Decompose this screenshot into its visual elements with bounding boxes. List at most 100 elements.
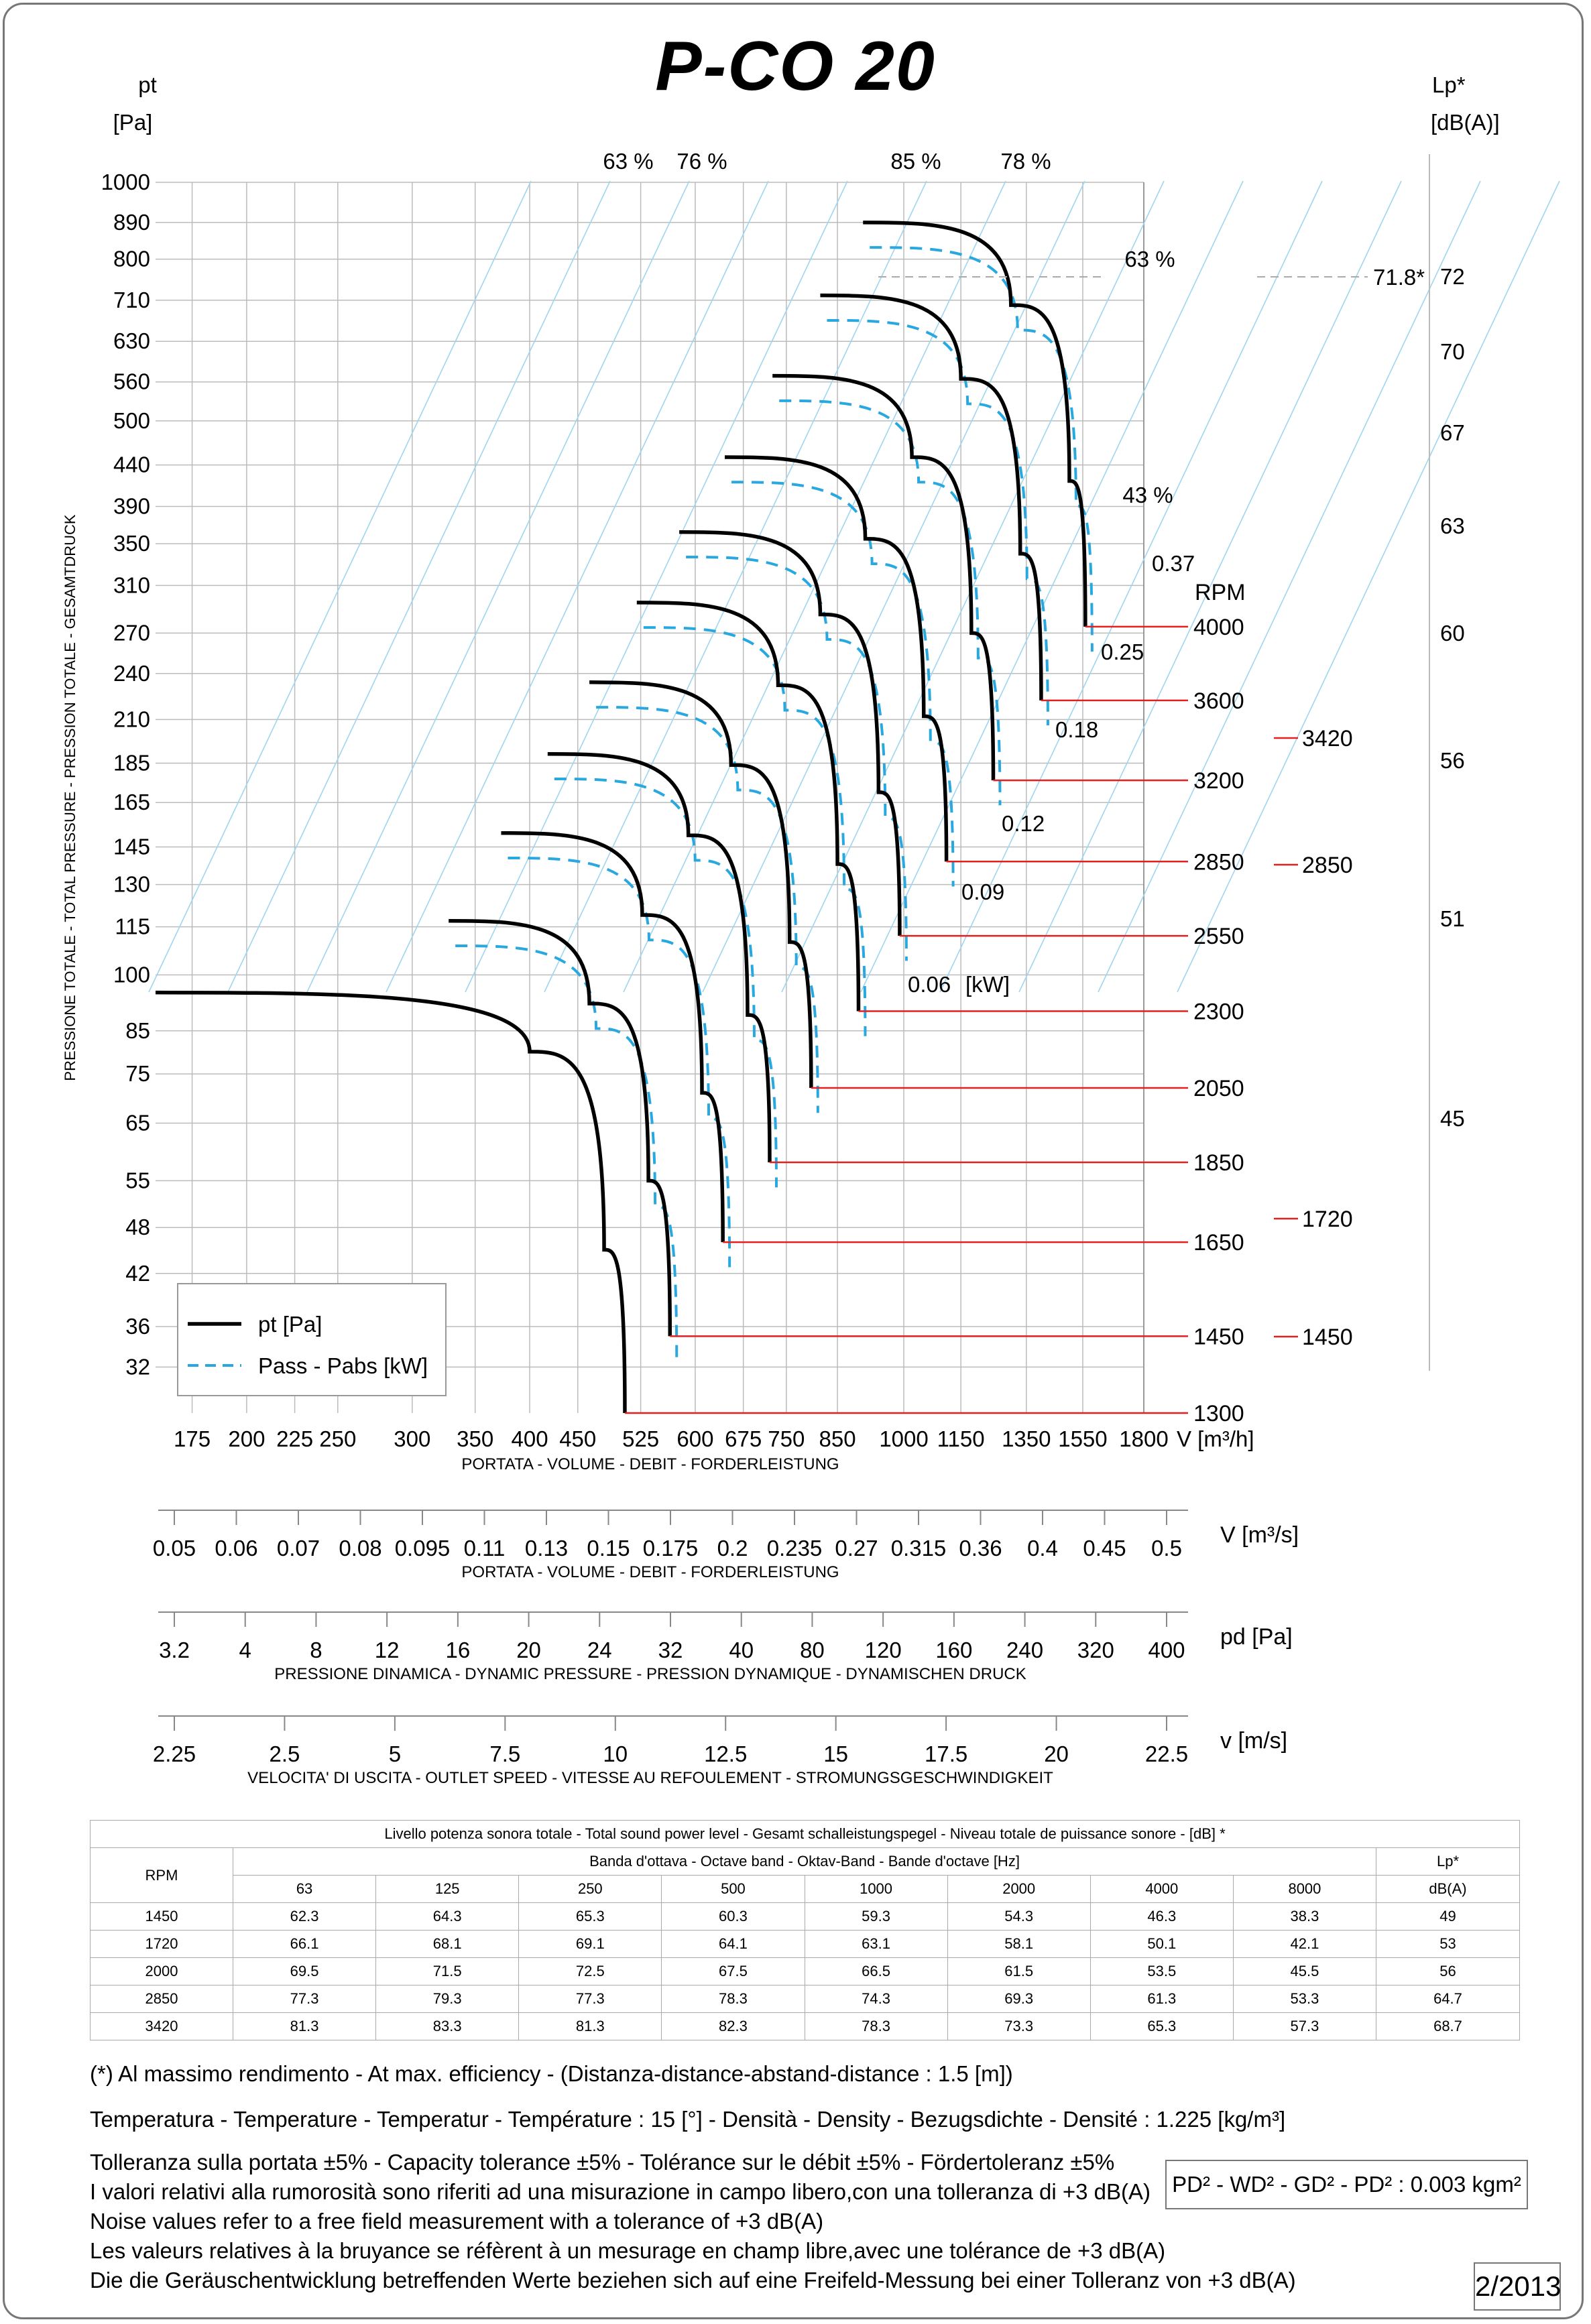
scale-tick-label: 0.095 (395, 1536, 451, 1561)
efficiency-label: 63 % (603, 149, 653, 174)
y-tick-label: 240 (113, 661, 150, 686)
band-header: 4000 (1089, 1875, 1234, 1903)
efficiency-line (939, 180, 1323, 993)
x-tick-label: 1000 (879, 1426, 928, 1451)
band-header: 1000 (804, 1875, 948, 1903)
y-tick-label: 85 (125, 1018, 150, 1043)
power-curve (686, 556, 908, 961)
pressure-curve (863, 221, 1087, 627)
power-label: 0.12 (1002, 811, 1045, 836)
rpm-label: 1300 (1193, 1401, 1244, 1426)
table-cell: 68.1 (375, 1930, 520, 1958)
table-cell: 45.5 (1232, 1957, 1377, 1985)
x-tick-label: 250 (319, 1426, 356, 1451)
y-tick-label: 560 (113, 369, 150, 394)
table-cell: 49 (1376, 1902, 1520, 1931)
scale-tick-label: 8 (310, 1638, 322, 1662)
efficiency-line (702, 180, 1085, 993)
pressure-curve (772, 373, 996, 781)
table-cell: 72.5 (518, 1957, 662, 1985)
table-cell: 69.1 (518, 1930, 662, 1958)
y-tick-label: 100 (113, 962, 150, 987)
x-tick-label: 750 (768, 1426, 805, 1451)
pressure-curve (501, 831, 725, 1243)
y-tick-label: 48 (125, 1215, 150, 1239)
pressure-curve (820, 293, 1043, 700)
y-tick-label: 145 (113, 835, 150, 859)
y-tick-label: 185 (113, 750, 150, 775)
scale-tick-label: 17.5 (925, 1741, 967, 1766)
power-curve (643, 626, 867, 1036)
note-temperature: Temperatura - Temperature - Temperatur -… (90, 2107, 1286, 2132)
pressure-curve (155, 990, 627, 1414)
y-axis-unit: [Pa] (113, 110, 153, 135)
rpm-label: 2550 (1193, 924, 1244, 949)
table-cell: 64.7 (1376, 1985, 1520, 2013)
efficiency-label: 85 % (890, 149, 941, 174)
x-tick-label: 525 (622, 1426, 659, 1451)
table-cell: 63.1 (804, 1930, 948, 1958)
scale-tick-label: 2.5 (270, 1741, 300, 1766)
rpm-label: 2300 (1193, 999, 1244, 1024)
y-tick-label: 55 (125, 1168, 150, 1192)
scale-tick-label: 12 (375, 1638, 400, 1662)
power-curve (827, 318, 1049, 726)
y-tick-label: 165 (113, 790, 150, 814)
table-cell: 77.3 (518, 1985, 662, 2013)
rpm-label: 3200 (1193, 768, 1244, 794)
note-line: Noise values refer to a free field measu… (90, 2209, 824, 2234)
note-line: Les valeurs relatives à la bruyance se r… (90, 2238, 1166, 2263)
scale-tick-label: 22.5 (1145, 1741, 1188, 1766)
table-cell: 78.3 (661, 1985, 805, 2013)
scale-unit: pd [Pa] (1220, 1624, 1293, 1650)
power-curve (596, 706, 819, 1113)
scale-tick-label: 0.05 (153, 1536, 196, 1561)
scale-tick-label: 3.2 (159, 1638, 190, 1662)
table-cell: 3420 (90, 2012, 233, 2040)
scale-tick-label: 0.45 (1083, 1536, 1126, 1561)
scale-tick-label: 0.11 (464, 1536, 506, 1561)
scale-tick-label: 20 (516, 1638, 541, 1662)
scale-tick-label: 320 (1077, 1638, 1114, 1662)
table-cell: 59.3 (804, 1902, 948, 1931)
y-tick-label: 390 (113, 494, 150, 519)
band-header: 250 (518, 1875, 662, 1903)
x-tick-label: 450 (559, 1426, 596, 1451)
table-cell: 1450 (90, 1902, 233, 1931)
scale-tick-label: 2.25 (153, 1741, 196, 1766)
table-cell: 68.7 (1376, 2012, 1520, 2040)
scale-tick-label: 0.2 (717, 1536, 748, 1561)
scale-tick-label: 160 (935, 1638, 972, 1662)
power-curve (455, 944, 679, 1361)
table-cell: 50.1 (1089, 1930, 1234, 1958)
scale-tick-label: 240 (1006, 1638, 1043, 1662)
power-curve (554, 778, 778, 1188)
band-header: 2000 (947, 1875, 1091, 1903)
inertia-box: PD² - WD² - GD² - PD² : 0.003 kgm² (1165, 2160, 1528, 2209)
lp-tick-label: 45 (1440, 1106, 1465, 1131)
efficiency-line (1018, 180, 1402, 993)
y-tick-label: 1000 (101, 170, 150, 194)
efficiency-line (306, 180, 690, 993)
x-tick-label: 175 (174, 1426, 211, 1451)
x-tick-label: 1150 (937, 1426, 985, 1451)
scale-caption: PORTATA - VOLUME - DEBIT - FORDERLEISTUN… (461, 1563, 839, 1581)
lp-tick-label: 56 (1440, 748, 1465, 773)
efficiency-line (860, 180, 1244, 993)
table-cell: 2850 (90, 1985, 233, 2013)
scale-tick-label: 0.08 (339, 1536, 381, 1561)
lp-tick-label: 72 (1440, 264, 1465, 289)
band-header: 500 (661, 1875, 805, 1903)
y-tick-label: 75 (125, 1061, 150, 1086)
pressure-curve (589, 680, 813, 1089)
chart-title: P-CO 20 (655, 27, 936, 105)
table-cell: 73.3 (947, 2012, 1091, 2040)
rpm-label: 2850 (1193, 849, 1244, 875)
y-tick-label: 32 (125, 1354, 150, 1379)
table-cell: 56 (1376, 1957, 1520, 1985)
efficiency-label: 76 % (676, 149, 727, 174)
rpm-extra-label: 1720 (1302, 1207, 1353, 1232)
scale-caption: PRESSIONE DINAMICA - DYNAMIC PRESSURE - … (274, 1665, 1026, 1683)
table-cell: 64.1 (661, 1930, 805, 1958)
lp-tick-label: 70 (1440, 339, 1465, 364)
